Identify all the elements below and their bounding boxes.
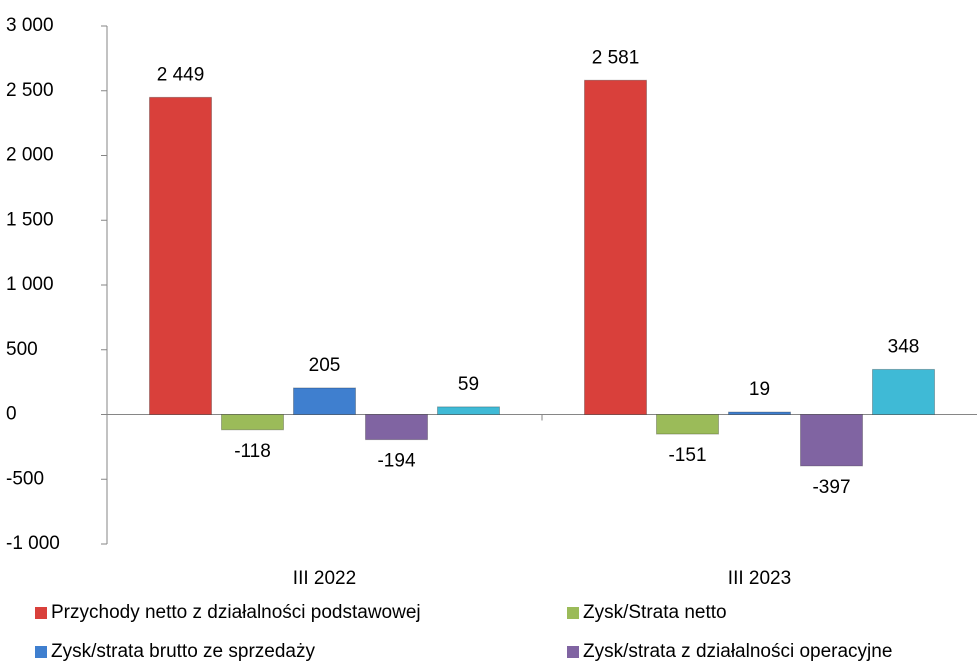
bar — [221, 414, 284, 431]
legend-label: Zysk/strata z działalności operacyjne — [583, 641, 892, 662]
bar — [437, 406, 500, 415]
data-label: 59 — [458, 374, 479, 395]
legend-swatch — [35, 607, 47, 619]
legend-label: Zysk/strata brutto ze sprzedaży — [51, 641, 315, 662]
legend-swatch — [567, 646, 579, 658]
data-label: -118 — [234, 441, 271, 462]
y-tick-label: -1 000 — [6, 533, 60, 554]
bar — [149, 96, 212, 416]
y-tick-label: -500 — [6, 468, 44, 489]
data-label: 348 — [888, 336, 920, 357]
legend-swatch — [567, 607, 579, 619]
data-label: 205 — [309, 355, 341, 376]
data-label: -194 — [377, 451, 415, 472]
y-tick-label: 1 000 — [6, 274, 54, 295]
bar — [728, 411, 791, 415]
y-tick-label: 2 000 — [6, 145, 54, 166]
bar — [656, 414, 719, 435]
legend-label: Zysk/Strata netto — [583, 602, 727, 623]
y-tick-label: 500 — [6, 339, 38, 360]
bar — [800, 414, 863, 467]
y-tick-label: 1 500 — [6, 209, 54, 230]
y-tick-label: 2 500 — [6, 80, 54, 101]
bar — [293, 387, 356, 416]
data-label: -151 — [668, 445, 706, 466]
y-tick-label: 0 — [6, 404, 17, 425]
bar — [584, 79, 647, 415]
data-label: -397 — [812, 477, 850, 498]
x-tick-label: III 2022 — [293, 568, 356, 589]
legend-swatch — [35, 646, 47, 658]
bar — [365, 414, 428, 441]
data-label: 19 — [749, 379, 770, 400]
bar — [872, 368, 935, 415]
x-tick-label: III 2023 — [728, 568, 791, 589]
y-tick-label: 3 000 — [6, 15, 54, 36]
data-label: 2 581 — [592, 47, 640, 68]
data-label: 2 449 — [157, 64, 205, 85]
legend-label: Przychody netto z działalności podstawow… — [51, 602, 421, 623]
